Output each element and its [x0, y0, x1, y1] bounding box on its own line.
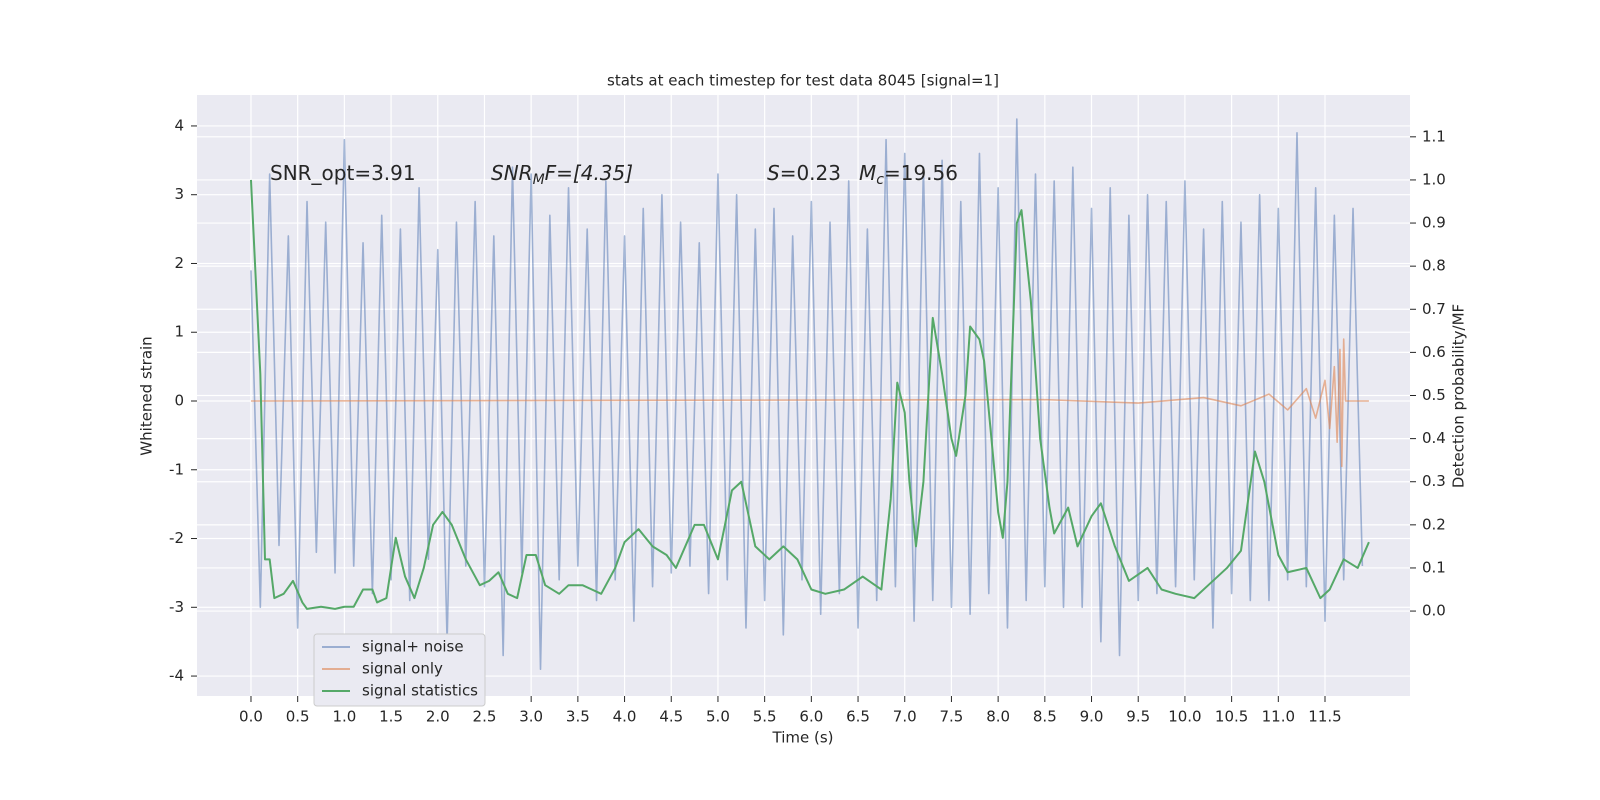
annotation: SNR_opt=3.91 [270, 161, 416, 185]
x-tick-label: 10.0 [1168, 708, 1201, 726]
annotation: S=0.23 [767, 161, 841, 185]
x-tick-label: 11.5 [1308, 708, 1341, 726]
x-tick-label: 6.5 [846, 708, 870, 726]
y-tick-label: -2 [169, 529, 184, 547]
x-tick-label: 9.0 [1080, 708, 1104, 726]
x-tick-label: 4.0 [613, 708, 637, 726]
chart-title: stats at each timestep for test data 804… [607, 72, 999, 90]
annotation-subscript: c [876, 172, 884, 188]
y-tick-label: 4 [174, 116, 184, 134]
annotation-text: S [767, 161, 780, 185]
y2-axis-label: Detection probability/MF [1450, 304, 1468, 488]
y2-tick-label: 0.1 [1422, 558, 1446, 576]
annotation-subscript: M [533, 172, 545, 188]
x-tick-label: 6.0 [799, 708, 823, 726]
x-tick-label: 3.5 [566, 708, 590, 726]
y2-tick-label: 0.4 [1422, 429, 1446, 447]
x-axis-label: Time (s) [772, 729, 834, 747]
annotation-text: =19.56 [884, 161, 958, 185]
y-tick-label: -1 [169, 460, 184, 478]
x-tick-label: 9.5 [1126, 708, 1150, 726]
marks [249, 118, 1370, 670]
annotation: Mc=19.56 [859, 161, 958, 189]
x-tick-label: 8.5 [1033, 708, 1057, 726]
series-line [250, 118, 1364, 670]
series-line [250, 338, 1369, 468]
x-tick-label: 1.0 [332, 708, 356, 726]
annotation: SNRMF=[4.35] [491, 161, 633, 189]
annotation-text: M [859, 161, 876, 185]
annotation-text: SNR_opt=3.91 [270, 161, 416, 185]
x-tick-label: 7.0 [893, 708, 917, 726]
annotation-text: F=[4.35] [545, 161, 633, 185]
axes: 0.0 0.5 1.0 1.5 2.0 2.5 3.0 3.5 4.0 4.5 5.0 5.5 6.0 6… [169, 116, 1446, 725]
annotation-text: SNR [491, 161, 533, 185]
x-tick-label: 7.5 [940, 708, 964, 726]
y2-tick-label: 1.0 [1422, 170, 1446, 188]
y2-tick-label: 0.2 [1422, 515, 1446, 533]
y-tick-label: 3 [174, 185, 184, 203]
x-tick-label: 4.5 [659, 708, 683, 726]
x-tick-label: 2.5 [473, 708, 497, 726]
x-tick-label: 3.0 [519, 708, 543, 726]
y2-tick-label: 0.7 [1422, 300, 1446, 318]
y2-tick-label: 0.9 [1422, 214, 1446, 232]
x-tick-label: 10.5 [1215, 708, 1248, 726]
x-tick-label: 5.5 [753, 708, 777, 726]
legend-label: signal statistics [362, 682, 478, 700]
legend-box [313, 633, 486, 707]
x-tick-label: 1.5 [379, 708, 403, 726]
annotation-text: =0.23 [780, 161, 841, 185]
y2-tick-label: 0.6 [1422, 343, 1446, 361]
legend: signal+ noise signal only signal statistic… [313, 633, 486, 707]
y-tick-label: 0 [174, 392, 184, 410]
y-tick-label: 1 [174, 323, 184, 341]
x-tick-label: 11.0 [1262, 708, 1295, 726]
x-tick-label: 5.0 [706, 708, 730, 726]
y2-tick-label: 0.5 [1422, 386, 1446, 404]
y-axis-label: Whitened strain [138, 336, 156, 455]
y2-tick-label: 0.3 [1422, 472, 1446, 490]
series-line [249, 179, 1370, 610]
legend-label: signal only [362, 660, 443, 678]
legend-label: signal+ noise [362, 638, 464, 656]
y2-tick-label: 1.1 [1422, 127, 1446, 145]
x-tick-label: 0.5 [286, 708, 310, 726]
y2-tick-label: 0.0 [1422, 602, 1446, 620]
y-tick-label: 2 [174, 254, 184, 272]
y-tick-label: -3 [169, 598, 184, 616]
y-tick-label: -4 [169, 667, 184, 685]
x-tick-label: 2.0 [426, 708, 450, 726]
x-tick-label: 0.0 [239, 708, 263, 726]
x-tick-label: 8.0 [986, 708, 1010, 726]
y2-tick-label: 0.8 [1422, 257, 1446, 275]
